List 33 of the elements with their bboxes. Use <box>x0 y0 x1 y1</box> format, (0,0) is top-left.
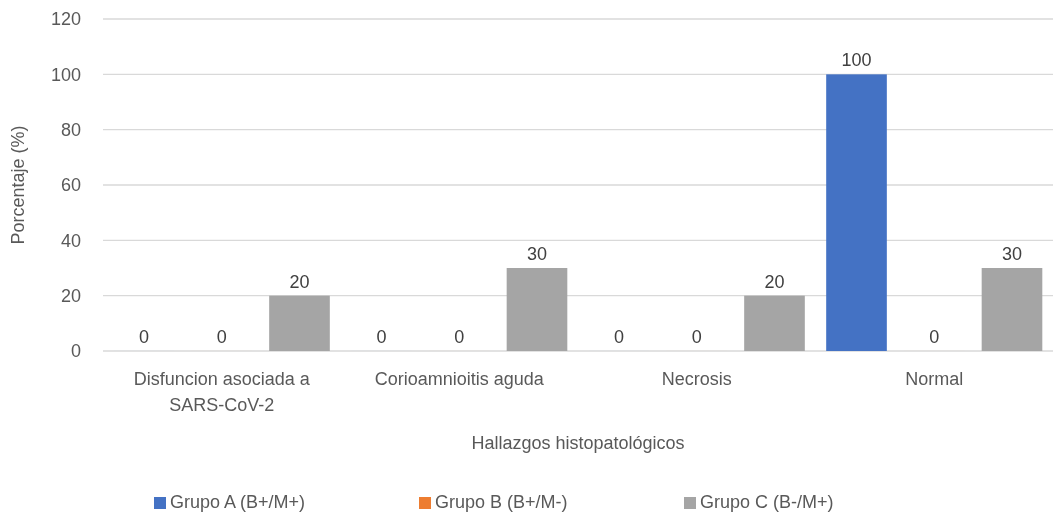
x-tick-label: Normal <box>905 369 964 389</box>
y-tick-label: 20 <box>60 285 81 306</box>
x-axis-title: Hallazgos histopatológicos <box>471 433 685 453</box>
data-label: 20 <box>764 271 785 292</box>
legend-label: Grupo C (B-/M+) <box>700 492 834 512</box>
y-tick-label: 80 <box>60 119 81 140</box>
y-tick-label: 60 <box>60 175 81 196</box>
data-label: 0 <box>139 327 150 347</box>
y-tick-label: 120 <box>50 9 81 30</box>
data-label: 0 <box>614 327 625 347</box>
bar <box>744 295 805 351</box>
bar <box>981 268 1043 351</box>
bar <box>826 74 887 351</box>
x-tick-label: Necrosis <box>661 369 732 389</box>
data-label: 0 <box>929 327 940 347</box>
data-label: 0 <box>216 327 227 347</box>
data-label: 0 <box>691 327 702 347</box>
y-tick-label: 40 <box>60 230 81 251</box>
y-tick-label: 100 <box>50 64 81 85</box>
data-label: 20 <box>289 271 310 292</box>
y-axis-title: Porcentaje (%) <box>8 125 28 245</box>
data-label: 0 <box>454 327 465 347</box>
x-tick-label: Corioamnioitis aguda <box>374 369 545 389</box>
x-tick-label: Disfuncion asociada a SARS-CoV-2 <box>133 369 311 415</box>
data-label: 0 <box>376 327 387 347</box>
bar <box>269 295 330 351</box>
legend-label: Grupo B (B+/M-) <box>435 492 568 512</box>
y-tick-label: 0 <box>70 341 81 362</box>
data-label: 30 <box>526 244 548 264</box>
bar <box>506 268 568 351</box>
data-label: 100 <box>841 50 872 71</box>
legend-label: Grupo A (B+/M+) <box>170 492 306 512</box>
data-label: 30 <box>1001 244 1023 264</box>
